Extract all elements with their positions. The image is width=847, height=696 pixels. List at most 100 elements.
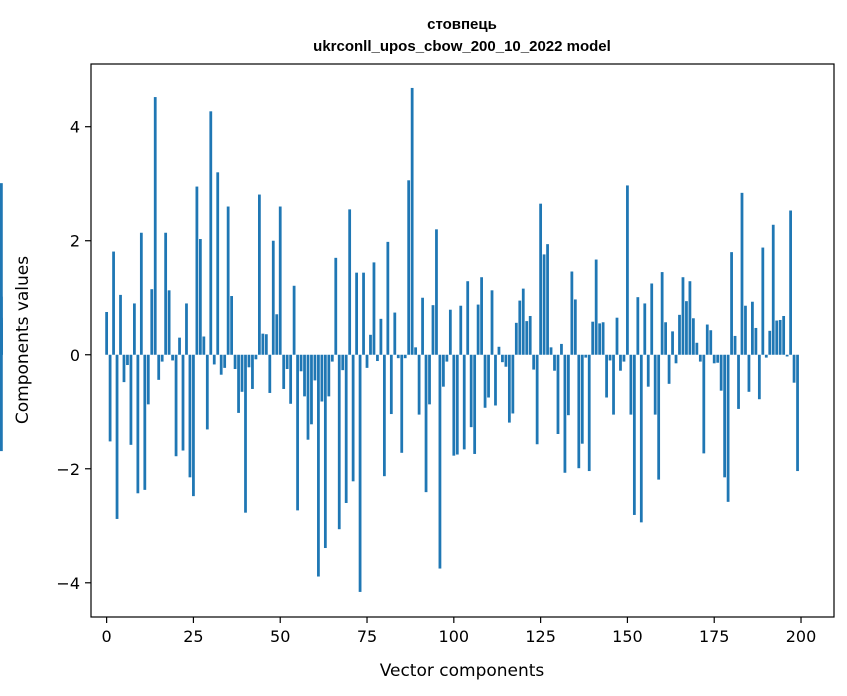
bar [306,354,310,440]
bar [730,252,733,355]
bar [754,327,758,355]
bar [372,262,376,355]
bar [501,354,504,363]
bar [348,209,352,355]
x-tick-label: 150 [612,627,643,646]
bar [671,331,674,355]
bar [573,299,577,355]
bar [532,354,536,370]
bar [174,354,178,457]
bar [268,354,272,393]
bar [369,334,372,355]
bar [778,319,782,355]
bar [136,354,140,494]
bar [282,354,286,389]
bar [719,354,723,391]
bar [417,354,421,415]
bar [407,180,411,355]
bar [285,354,289,370]
bar [535,354,539,445]
bar [264,334,268,355]
bar [0,354,3,452]
bar [275,314,279,355]
bar [789,210,792,355]
bar [549,347,553,355]
bar [219,354,223,375]
bar [747,354,751,392]
bar [344,354,348,503]
bar [681,277,685,355]
bar [129,354,133,445]
bar [396,354,400,359]
bar [365,354,369,368]
bar [181,354,185,451]
bar [577,354,581,469]
bar [650,283,654,355]
bar [705,324,709,355]
x-axis-label: Vector components [380,661,545,681]
bar [636,297,640,355]
bar [414,347,418,355]
bar [126,354,129,366]
bar [653,354,657,415]
bar [330,354,334,362]
bar [580,354,584,444]
bar [591,321,595,355]
bar [244,354,247,513]
bar [334,257,338,355]
bar [629,354,633,415]
bar [518,300,522,355]
bar [556,354,560,434]
bar [254,354,258,360]
bar [0,323,3,355]
bar [202,336,206,355]
bar [598,323,602,355]
bar [146,354,150,405]
bar [546,244,549,355]
bar [382,354,386,477]
bar [445,354,449,362]
bar [421,297,424,355]
bar [796,354,799,472]
y-tick-label: 2 [70,232,80,251]
x-tick-label: 200 [786,627,817,646]
bar [150,289,154,355]
bar [737,354,740,409]
x-tick-label: 25 [183,627,203,646]
bar [560,343,563,355]
bar [782,315,786,355]
bar [761,247,765,355]
bar [112,251,115,355]
bar [744,305,747,355]
bar [733,335,737,355]
bar [643,303,647,355]
bar [712,354,716,364]
bar [626,185,629,355]
bar [386,241,390,355]
bar [341,354,345,371]
bar [452,354,456,456]
bar [251,354,254,389]
x-tick-label: 0 [102,627,112,646]
bar [612,354,615,415]
bar [674,354,678,364]
bar [553,354,556,371]
bar [209,111,213,355]
bar [278,206,282,355]
bar [462,354,466,450]
bar [678,314,681,355]
bar [119,294,122,355]
bar [723,354,727,478]
bar [143,354,147,490]
bar [317,354,320,577]
bar [389,354,393,415]
bar [212,354,216,365]
bar [507,354,511,423]
bar [205,354,209,430]
bar [410,87,414,355]
bar [688,281,692,355]
chart-subtitle: ukrconll_upos_cbow_200_10_2022 model [313,38,611,55]
bar [608,354,612,361]
bar [525,321,529,355]
bar [584,354,588,358]
